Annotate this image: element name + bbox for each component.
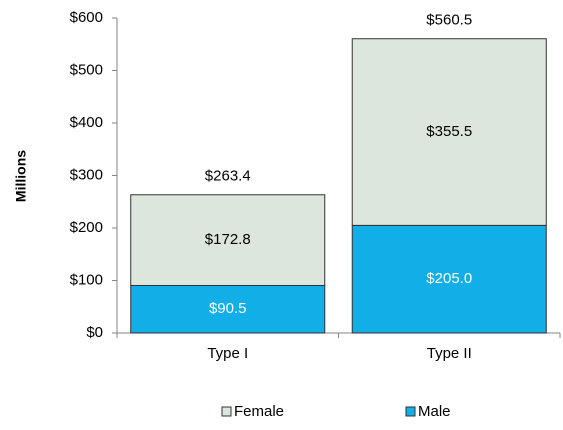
y-axis-label: Millions [13,150,29,202]
y-tick-label: $300 [70,166,103,183]
value-label: $355.5 [426,123,472,140]
y-tick-label: $400 [70,114,103,131]
y-tick-label: $600 [70,9,103,26]
legend-label: Male [418,403,451,420]
y-tick-label: $0 [86,324,103,341]
value-label: $172.8 [205,231,251,248]
y-tick-label: $500 [70,61,103,78]
x-tick-label: Type II [427,345,472,362]
total-label: $560.5 [426,12,472,29]
value-label: $90.5 [209,300,247,317]
bar-segment [130,194,326,286]
legend-swatch [221,406,232,417]
legend-label: Female [234,403,284,420]
bar-segment [130,284,326,334]
total-label: $263.4 [205,168,251,185]
y-tick-label: $100 [70,271,103,288]
value-label: $205.0 [426,270,472,287]
x-tick-label: Type I [207,345,248,362]
bar-segment [351,38,547,226]
legend-swatch [405,406,416,417]
y-tick-label: $200 [70,219,103,236]
